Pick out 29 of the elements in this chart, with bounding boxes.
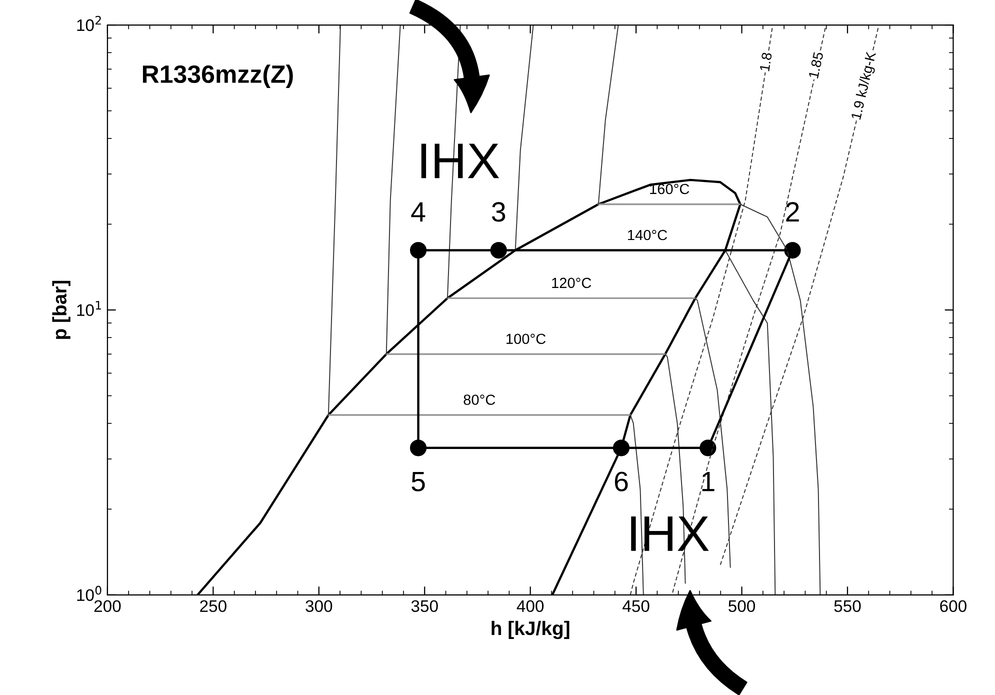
series-label: 80°C [464, 394, 496, 405]
y-axis-title: p [bar] [52, 280, 70, 339]
text: 1.9 kJ/kg-K [850, 50, 879, 120]
series-label: 160°C [650, 184, 690, 194]
x-tick-label: 250 [200, 600, 226, 612]
y-tick-label: 10$^{1}$ [77, 301, 101, 316]
x-tick-label: 600 [940, 600, 966, 612]
text: R1336mzz(Z) [142, 64, 293, 88]
annotation: 6 [614, 472, 628, 492]
x-tick-label: 450 [622, 600, 650, 612]
annotation: 3 [492, 202, 506, 222]
annotation: 1 [702, 472, 714, 492]
text: 1.85 [808, 52, 824, 79]
text: 1.8 [760, 52, 772, 72]
x-tick-label: 300 [306, 600, 332, 612]
y-tick-label: 10$^{2}$ [77, 16, 101, 32]
x-axis-title: h [kJ/kg] [492, 620, 570, 640]
series-label: 100°C [506, 334, 546, 344]
x-tick-label: 400 [516, 600, 544, 612]
annotation: 2 [786, 202, 799, 222]
x-tick-label: 350 [411, 600, 438, 612]
annotation: 5 [412, 472, 425, 492]
annotation: 4 [411, 202, 426, 222]
x-tick-label: 500 [728, 600, 756, 612]
x-tick-label: 200 [94, 600, 121, 612]
y-tick-label: 10$^{0}$ [77, 586, 102, 601]
x-tick-label: 550 [834, 600, 861, 612]
annotation: 140°C [628, 230, 668, 240]
series-label: 120°C [552, 278, 592, 288]
